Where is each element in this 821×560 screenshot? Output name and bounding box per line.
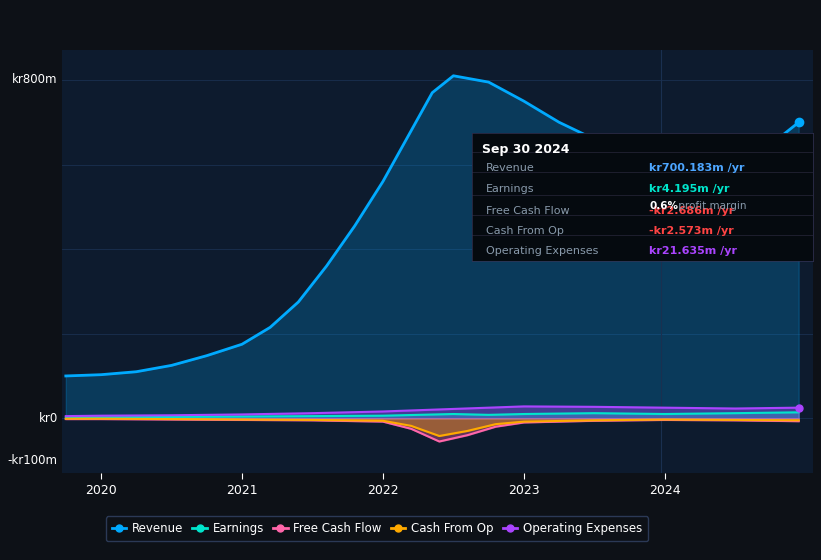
Text: kr800m: kr800m bbox=[12, 73, 57, 86]
Text: kr0: kr0 bbox=[39, 412, 57, 424]
Text: -kr2.573m /yr: -kr2.573m /yr bbox=[649, 226, 734, 236]
Text: profit margin: profit margin bbox=[675, 201, 746, 211]
Text: Sep 30 2024: Sep 30 2024 bbox=[482, 143, 570, 156]
Text: Revenue: Revenue bbox=[486, 162, 534, 172]
Text: Earnings: Earnings bbox=[486, 184, 534, 194]
Legend: Revenue, Earnings, Free Cash Flow, Cash From Op, Operating Expenses: Revenue, Earnings, Free Cash Flow, Cash … bbox=[106, 516, 649, 542]
Text: Operating Expenses: Operating Expenses bbox=[486, 246, 598, 255]
Text: Cash From Op: Cash From Op bbox=[486, 226, 563, 236]
Text: Free Cash Flow: Free Cash Flow bbox=[486, 206, 569, 216]
Text: kr21.635m /yr: kr21.635m /yr bbox=[649, 246, 737, 255]
Text: kr700.183m /yr: kr700.183m /yr bbox=[649, 162, 745, 172]
Text: kr4.195m /yr: kr4.195m /yr bbox=[649, 184, 730, 194]
Text: -kr2.686m /yr: -kr2.686m /yr bbox=[649, 206, 735, 216]
Text: -kr100m: -kr100m bbox=[8, 454, 57, 467]
Text: 0.6%: 0.6% bbox=[649, 201, 678, 211]
